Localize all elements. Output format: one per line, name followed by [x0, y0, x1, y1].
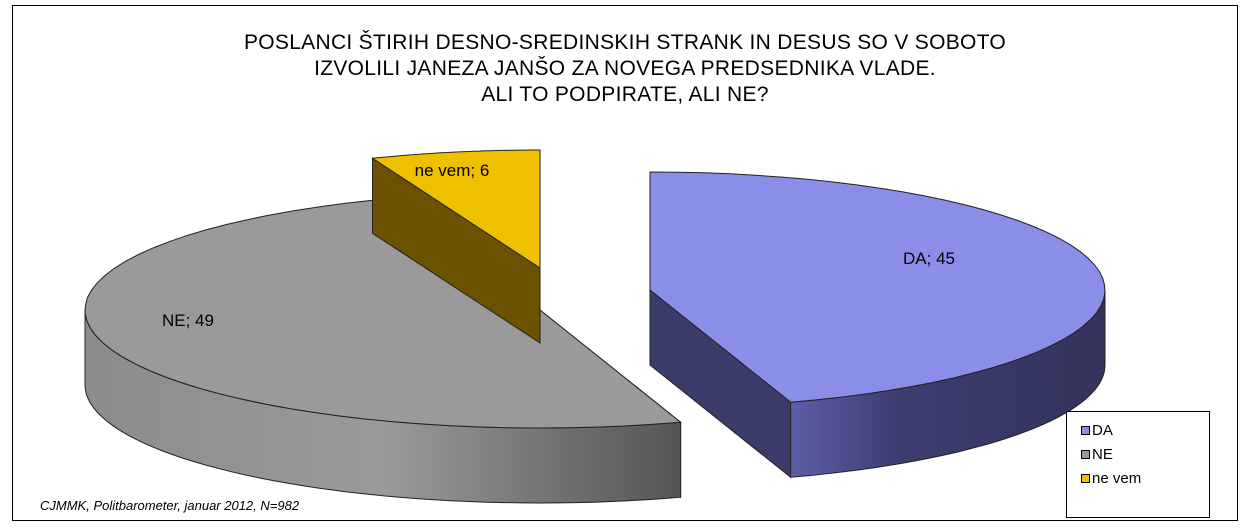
legend-item-da: DA: [1081, 418, 1209, 442]
data-label-ne: NE; 49: [162, 311, 214, 330]
chart-title: POSLANCI ŠTIRIH DESNO-SREDINSKIH STRANK …: [0, 30, 1250, 108]
legend-item-ne: NE: [1081, 442, 1209, 466]
pie-slice-ne-top: [84, 199, 682, 429]
legend-swatch-da: [1081, 425, 1090, 435]
pie-slice-da-top: [649, 171, 1106, 403]
chart-title-line-2: IZVOLILI JANEZA JANŠO ZA NOVEGA PREDSEDN…: [314, 57, 936, 80]
chart-title-line-3: ALI TO PODPIRATE, ALI NE?: [481, 83, 769, 106]
legend-label-da: DA: [1092, 421, 1113, 439]
legend-item-ne-vem: ne vem: [1081, 466, 1209, 490]
pie-slice-ne-vem-top: [371, 149, 541, 269]
legend-label-ne: NE: [1092, 445, 1113, 463]
chart-title-line-1: POSLANCI ŠTIRIH DESNO-SREDINSKIH STRANK …: [243, 31, 1007, 54]
chart-legend: DA NE ne vem: [1066, 411, 1210, 518]
legend-swatch-ne: [1081, 449, 1090, 459]
legend-swatch-ne-vem: [1081, 473, 1090, 483]
source-note: CJMMK, Politbarometer, januar 2012, N=98…: [40, 498, 300, 513]
data-label-da: DA; 45: [903, 249, 955, 268]
data-label-ne-vem: ne vem; 6: [415, 161, 490, 180]
legend-label-ne-vem: ne vem: [1092, 469, 1142, 487]
